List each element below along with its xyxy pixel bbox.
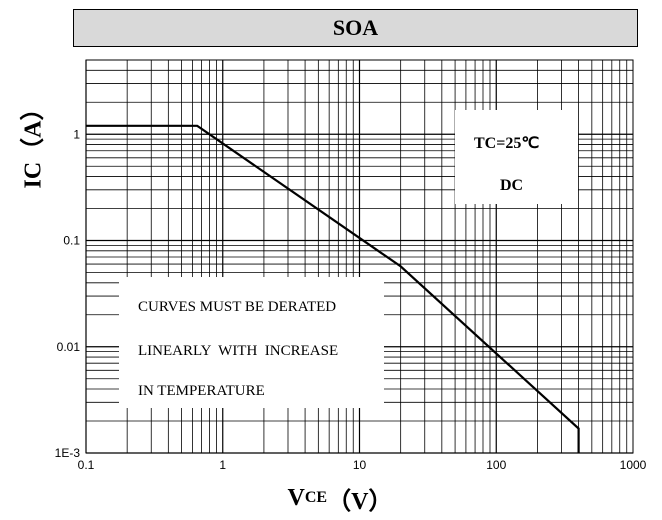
x-axis-label-unit: （V） bbox=[327, 488, 393, 515]
y-tick-label: 0.01 bbox=[57, 340, 81, 354]
x-tick-labels: 0.1 1 10 100 1000 bbox=[78, 458, 647, 472]
derating-note-line-1: CURVES MUST BE DERATED bbox=[138, 299, 336, 315]
x-tick-label: 1000 bbox=[620, 458, 647, 472]
x-axis-label: V CE （V） bbox=[240, 480, 440, 516]
derating-note-line-2: LINEARLY WITH INCREASE bbox=[138, 343, 338, 359]
soa-boundary-line bbox=[86, 124, 580, 453]
x-axis-label-sub: CE bbox=[304, 489, 328, 506]
y-tick-label: 1E-3 bbox=[55, 446, 81, 460]
derating-note-line-3: IN TEMPERATURE bbox=[138, 383, 265, 399]
derating-note-box: CURVES MUST BE DERATED LINEARLY WITH INC… bbox=[119, 277, 384, 408]
condition-line-dc: DC bbox=[500, 177, 523, 194]
y-axis-label: IC（A） bbox=[20, 95, 47, 189]
plot-frame bbox=[85, 59, 634, 454]
y-tick-label: 1 bbox=[73, 127, 80, 141]
condition-box: TC=25℃ DC bbox=[455, 110, 578, 204]
condition-box-bg bbox=[455, 110, 578, 204]
x-tick-label: 0.1 bbox=[78, 458, 95, 472]
chart-title: SOA bbox=[73, 9, 638, 47]
condition-line-temperature: TC=25℃ bbox=[474, 135, 539, 152]
y-tick-labels: 1E-3 0.01 0.1 1 bbox=[55, 127, 81, 460]
x-axis-label-main: V bbox=[287, 484, 305, 511]
x-tick-label: 1 bbox=[219, 458, 226, 472]
y-tick-label: 0.1 bbox=[63, 234, 80, 248]
x-tick-label: 100 bbox=[486, 458, 506, 472]
x-tick-label: 10 bbox=[353, 458, 367, 472]
derating-note-bg bbox=[119, 277, 384, 408]
